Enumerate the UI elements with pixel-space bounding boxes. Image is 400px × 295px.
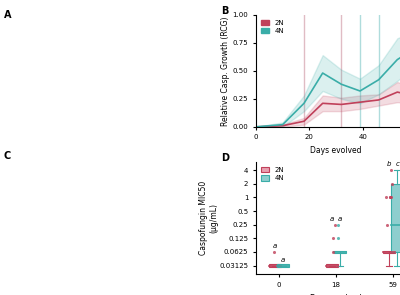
Point xyxy=(384,222,390,227)
Text: a: a xyxy=(273,243,277,249)
4N xyxy=(395,58,400,61)
Point xyxy=(388,168,394,173)
Text: D: D xyxy=(221,153,229,163)
Bar xyxy=(391,184,400,252)
Text: C: C xyxy=(4,151,11,161)
Point xyxy=(271,250,277,254)
Point xyxy=(331,222,338,227)
4N xyxy=(339,83,344,86)
Line: 4N: 4N xyxy=(256,50,400,127)
Bar xyxy=(334,251,346,253)
Line: 2N: 2N xyxy=(256,92,400,127)
Bar xyxy=(268,264,281,267)
Text: c: c xyxy=(395,161,399,168)
4N xyxy=(320,71,325,75)
2N xyxy=(395,90,400,94)
Legend: 2N, 4N: 2N, 4N xyxy=(260,18,286,35)
2N xyxy=(254,125,258,129)
Point xyxy=(386,195,393,200)
Text: A: A xyxy=(4,10,12,20)
4N xyxy=(302,101,306,105)
2N xyxy=(320,101,325,105)
Y-axis label: Relative Casp. Growth (RCG): Relative Casp. Growth (RCG) xyxy=(221,16,230,126)
Bar xyxy=(276,264,289,267)
2N xyxy=(358,100,362,104)
Point xyxy=(388,195,394,200)
X-axis label: Days evolved: Days evolved xyxy=(310,146,362,155)
Point xyxy=(335,236,341,241)
Point xyxy=(330,236,336,241)
Bar xyxy=(326,264,338,267)
Point xyxy=(383,195,390,200)
4N xyxy=(280,123,285,126)
4N xyxy=(376,78,381,81)
Text: a: a xyxy=(330,216,334,222)
Text: B: B xyxy=(221,6,228,16)
Point xyxy=(335,222,341,227)
4N xyxy=(254,125,258,129)
4N xyxy=(358,89,362,93)
Bar xyxy=(383,251,396,253)
Point xyxy=(329,250,336,254)
X-axis label: Days evolved: Days evolved xyxy=(310,294,362,295)
Text: a: a xyxy=(338,216,342,222)
Point xyxy=(389,181,395,186)
2N xyxy=(339,103,344,106)
2N xyxy=(376,98,381,102)
Y-axis label: Caspofungin MIC50
(μg/mL): Caspofungin MIC50 (μg/mL) xyxy=(198,181,218,255)
Text: b: b xyxy=(387,161,391,168)
Legend: 2N, 4N: 2N, 4N xyxy=(260,166,286,183)
2N xyxy=(280,124,285,127)
2N xyxy=(302,119,306,123)
Text: a: a xyxy=(281,257,285,263)
Point xyxy=(387,195,394,200)
